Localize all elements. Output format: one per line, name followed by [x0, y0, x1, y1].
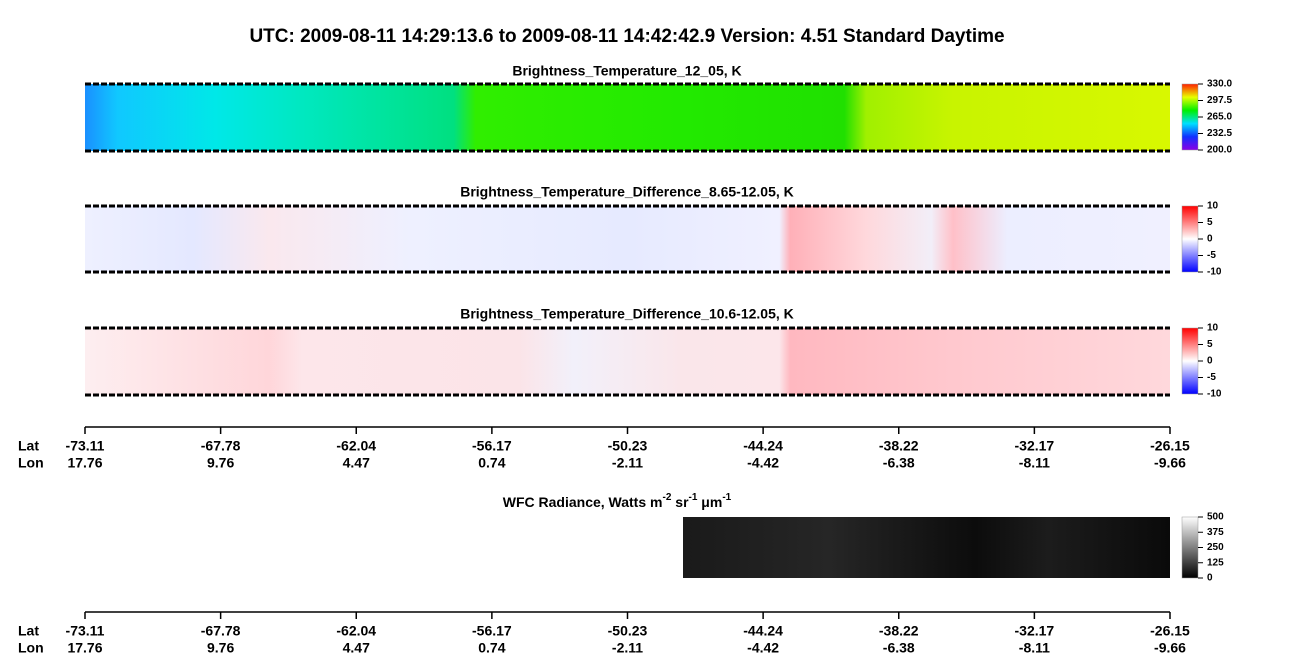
lat-tick-label: -44.24 [743, 438, 783, 454]
btd-strip [85, 206, 1170, 272]
lon-tick-label: -2.11 [612, 640, 643, 656]
colorbar [1181, 516, 1199, 579]
lon-tick-label: -4.42 [747, 455, 779, 471]
title-part: sr [671, 494, 689, 510]
colorbar-label: 200.0 [1207, 145, 1232, 156]
colorbar-label: 125 [1207, 557, 1224, 568]
bt-strip [85, 84, 1170, 151]
lat-tick-label: -62.04 [336, 623, 376, 639]
title-part: μm [697, 494, 722, 510]
colorbar-label: 250 [1207, 542, 1224, 553]
colorbar-label: -5 [1207, 250, 1216, 261]
colorbar-label: 0 [1207, 234, 1213, 245]
colorbar [1181, 205, 1199, 273]
lon-tick-label: -8.11 [1019, 640, 1050, 656]
lon-tick-label: 17.76 [67, 455, 102, 471]
colorbar-label: 232.5 [1207, 128, 1232, 139]
lat-tick-label: -56.17 [472, 438, 512, 454]
lon-tick-label: 0.74 [478, 640, 505, 656]
strip-borders [85, 82, 1170, 397]
lon-tick-label: -9.66 [1154, 640, 1186, 656]
lat-label: Lat [18, 438, 39, 454]
panel-title: Brightness_Temperature_12_05, K [512, 63, 741, 79]
colorbar-label: 5 [1207, 217, 1213, 228]
lat-tick-label: -32.17 [1015, 438, 1055, 454]
lon-label: Lon [18, 455, 44, 471]
lon-tick-label: -4.42 [747, 640, 779, 656]
lat-tick-label: -44.24 [743, 623, 783, 639]
colorbar-label: 375 [1207, 527, 1224, 538]
lon-label: Lon [18, 640, 44, 656]
colorbar-label: 10 [1207, 323, 1219, 334]
superscript: -1 [722, 492, 731, 503]
lon-tick-label: 4.47 [343, 455, 370, 471]
lon-tick-label: 17.76 [67, 640, 102, 656]
lat-tick-label: -26.15 [1150, 438, 1190, 454]
panel-title: Brightness_Temperature_Difference_10.6-1… [460, 306, 794, 322]
colorbar-label: 265.0 [1207, 112, 1232, 123]
lon-tick-label: -6.38 [883, 640, 915, 656]
colorbar-label: 10 [1207, 201, 1219, 212]
lat-tick-label: -73.11 [66, 623, 105, 639]
colorbar [1181, 327, 1199, 395]
lat-tick-label: -67.78 [201, 438, 241, 454]
figure-title: UTC: 2009-08-11 14:29:13.6 to 2009-08-11… [249, 26, 1004, 47]
superscript: -1 [689, 492, 698, 503]
lon-tick-label: 9.76 [207, 640, 234, 656]
lat-tick-label: -67.78 [201, 623, 241, 639]
lon-tick-label: 0.74 [478, 455, 505, 471]
lat-tick-label: -38.22 [879, 438, 919, 454]
colorbar [1181, 83, 1199, 151]
title-part: WFC Radiance, Watts m [503, 494, 663, 510]
superscript: -2 [662, 492, 671, 503]
lat-tick-label: -62.04 [336, 438, 376, 454]
colorbar-label: -5 [1207, 372, 1216, 383]
lon-tick-label: -9.66 [1154, 455, 1186, 471]
lat-tick-label: -50.23 [608, 438, 648, 454]
lon-tick-label: -8.11 [1019, 455, 1050, 471]
colorbar-label: 0 [1207, 573, 1213, 584]
lat-tick-label: -26.15 [1150, 623, 1190, 639]
lon-tick-label: 4.47 [343, 640, 370, 656]
colorbar-label: -10 [1207, 267, 1222, 278]
lon-tick-label: 9.76 [207, 455, 234, 471]
colorbar-label: 5 [1207, 339, 1213, 350]
wfc-strip [683, 517, 1170, 578]
panel-title: WFC Radiance, Watts m-2 sr-1 μm-1 [503, 492, 732, 510]
lat-tick-label: -50.23 [608, 623, 648, 639]
btd-strip [85, 328, 1170, 395]
lat-label: Lat [18, 623, 39, 639]
colorbar-label: 330.0 [1207, 79, 1232, 90]
colorbar-label: -10 [1207, 389, 1222, 400]
lon-tick-label: -6.38 [883, 455, 915, 471]
lat-tick-label: -38.22 [879, 623, 919, 639]
lat-tick-label: -56.17 [472, 623, 512, 639]
lat-tick-label: -73.11 [66, 438, 105, 454]
panel-title: Brightness_Temperature_Difference_8.65-1… [460, 184, 794, 200]
lon-tick-label: -2.11 [612, 455, 643, 471]
colorbar-label: 500 [1207, 512, 1224, 523]
colorbar-label: 297.5 [1207, 95, 1232, 106]
lat-tick-label: -32.17 [1015, 623, 1055, 639]
colorbar-label: 0 [1207, 356, 1213, 367]
